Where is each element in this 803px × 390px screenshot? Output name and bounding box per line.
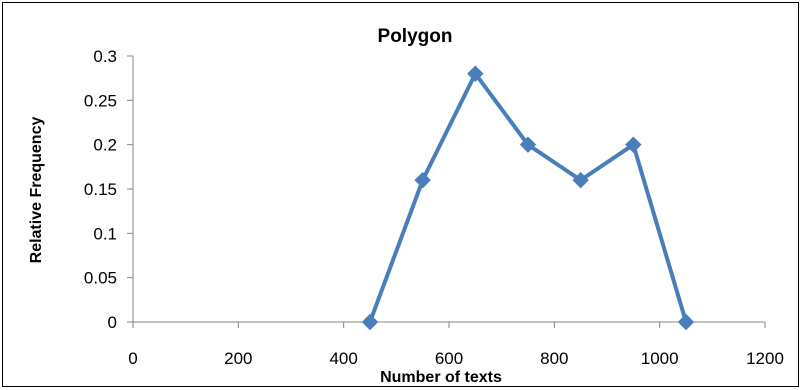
chart-frame: 0 0.05 0.1 0.15 0.2 0.25 0.3 0 200 400 600 800 1000 1… (2, 2, 799, 387)
series-layer (361, 65, 695, 331)
y-tick-label: 0.3 (93, 47, 117, 66)
y-axis-title: Relative Frequency (28, 117, 45, 264)
y-tick-label: 0 (108, 313, 117, 332)
axes-layer (132, 56, 765, 323)
data-point (572, 171, 589, 189)
chart-title: Polygon (378, 26, 453, 47)
x-tick-label: 200 (224, 349, 252, 368)
data-point (677, 313, 695, 331)
y-tick-label: 0.15 (84, 180, 117, 199)
x-axis-title: Number of texts (380, 369, 502, 386)
y-tick-label: 0.2 (93, 136, 117, 155)
data-point (361, 313, 379, 331)
series-line (368, 71, 688, 324)
y-tick-label: 0.1 (93, 224, 117, 243)
x-tick-label: 400 (329, 349, 357, 368)
ticks-layer: 0 0.05 0.1 0.15 0.2 0.25 0.3 0 200 400 600 800 1000 1… (84, 47, 784, 368)
x-tick-label: 600 (435, 349, 463, 368)
x-tick-label: 1200 (746, 349, 784, 368)
polygon-chart: 0 0.05 0.1 0.15 0.2 0.25 0.3 0 200 400 600 800 1000 1… (28, 26, 784, 386)
y-tick-label: 0.25 (84, 91, 117, 110)
x-tick-label: 800 (540, 349, 568, 368)
y-tick-label: 0.05 (84, 269, 117, 288)
data-point (414, 171, 431, 189)
x-tick-label: 1000 (641, 349, 679, 368)
x-tick-label: 0 (128, 349, 137, 368)
data-point (519, 136, 537, 153)
data-point (625, 136, 642, 153)
data-point (467, 65, 484, 82)
